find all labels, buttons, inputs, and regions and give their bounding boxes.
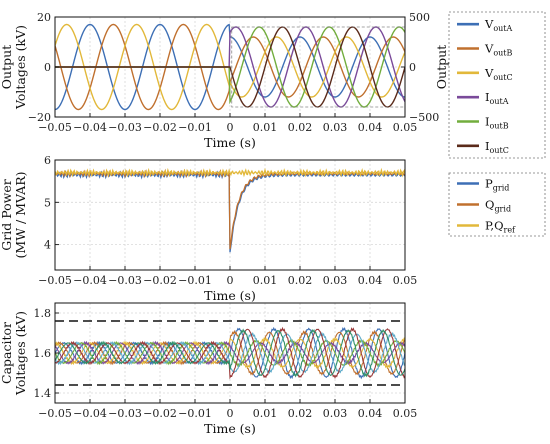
y-tick-label: 0 — [44, 61, 51, 74]
x-tick-label: 0.05 — [393, 274, 418, 287]
y-tick-label: 1.8 — [34, 307, 52, 320]
x-tick-label: 0.03 — [323, 274, 348, 287]
y-axis-label: CapacitorVoltages (kV) — [0, 311, 28, 396]
x-tick-label: 0.02 — [288, 407, 313, 420]
y-axis-label: Grid Power(MW / MVAR) — [0, 172, 28, 259]
chart-panel-output: −0.05 −0.04 −0.03 −0.02 −0.01 0 0.01 0.02 0.03 0.… — [0, 11, 546, 159]
x-tick-label: 0.02 — [288, 274, 313, 287]
y2-tick-label: 500 — [409, 11, 430, 24]
legend-box — [448, 11, 546, 159]
y-tick-label: 1.4 — [34, 387, 52, 400]
x-tick-label: 0.01 — [253, 121, 278, 134]
capacitor-voltage-trace — [55, 326, 405, 380]
x-tick-label: −0.04 — [73, 121, 107, 134]
x-tick-label: −0.02 — [143, 121, 177, 134]
series-line-p-grid — [55, 169, 405, 253]
x-tick-label: 0.03 — [323, 407, 348, 420]
x-tick-label: 0.04 — [358, 274, 383, 287]
x-tick-label: 0.04 — [358, 121, 383, 134]
chart-panel-capacitor: −0.05 −0.04 −0.03 −0.02 −0.01 0 0.01 0.02 0.03 0.… — [0, 302, 418, 436]
y-tick-label: 4 — [44, 239, 51, 252]
x-tick-label: −0.03 — [108, 274, 142, 287]
x-axis-label: Time (s) — [204, 288, 256, 303]
x-tick-label: −0.02 — [143, 274, 177, 287]
x-tick-label: −0.03 — [108, 121, 142, 134]
capacitor-voltage-trace — [55, 328, 405, 378]
x-tick-label: −0.01 — [178, 407, 212, 420]
legend-label: VoutB — [484, 42, 512, 58]
x-tick-label: 0 — [227, 274, 234, 287]
legend: VoutA VoutB VoutC IoutA IoutB IoutC — [448, 11, 546, 159]
plot-area-capacitor — [55, 326, 405, 380]
series-line-i-outc — [55, 26, 405, 108]
x-axis-label: Time (s) — [204, 421, 256, 436]
y-tick-label: 5 — [44, 196, 51, 209]
x-tick-label: 0 — [227, 121, 234, 134]
x-tick-label: 0.01 — [253, 407, 278, 420]
series-line-q-grid — [55, 168, 405, 250]
capacitor-voltage-trace — [55, 336, 405, 370]
plot-area-grid — [55, 167, 405, 253]
y-axis-label: OutputVoltages (kV) — [0, 25, 28, 110]
x-tick-label: −0.05 — [38, 274, 72, 287]
legend-label: IoutB — [485, 115, 509, 131]
y-tick-label: 6 — [44, 154, 51, 167]
x-axis-label: Time (s) — [204, 135, 256, 150]
x-tick-label: 0.04 — [358, 407, 383, 420]
legend-label: VoutC — [484, 66, 513, 82]
y-tick-label: 20 — [37, 11, 51, 24]
x-tick-label: −0.02 — [143, 407, 177, 420]
y2-tick-label: 0 — [409, 61, 416, 74]
x-tick-label: −0.03 — [108, 407, 142, 420]
chart-panel-grid: −0.05 −0.04 −0.03 −0.02 −0.01 0 0.01 0.02 0.03 0.… — [0, 154, 546, 303]
x-tick-label: −0.01 — [178, 274, 212, 287]
x-tick-label: 0.03 — [323, 121, 348, 134]
x-tick-label: −0.04 — [73, 407, 107, 420]
y2-tick-label: −500 — [409, 111, 439, 124]
x-tick-label: 0.05 — [393, 407, 418, 420]
x-tick-label: 0.05 — [393, 121, 418, 134]
x-tick-label: 0.01 — [253, 274, 278, 287]
legend-label: IoutC — [485, 139, 509, 155]
series-line-pq-ref — [55, 167, 405, 178]
legend-label: Pgrid — [485, 177, 509, 193]
legend-label: IoutA — [485, 90, 509, 106]
x-tick-label: −0.05 — [38, 121, 72, 134]
x-tick-label: −0.04 — [73, 274, 107, 287]
legend-label: VoutA — [484, 17, 512, 33]
x-tick-label: 0 — [227, 407, 234, 420]
y-tick-label: 1.6 — [34, 347, 52, 360]
legend-label: P,Qref — [485, 219, 516, 235]
x-tick-label: −0.05 — [38, 407, 72, 420]
x-tick-label: 0.02 — [288, 121, 313, 134]
x-tick-label: −0.01 — [178, 121, 212, 134]
plot-area-output — [55, 23, 405, 111]
y-tick-label: −20 — [28, 111, 51, 124]
legend-label: Qgrid — [485, 198, 511, 214]
current-limit-box — [231, 26, 405, 108]
legend: Pgrid Qgrid P,Qref — [448, 172, 546, 237]
